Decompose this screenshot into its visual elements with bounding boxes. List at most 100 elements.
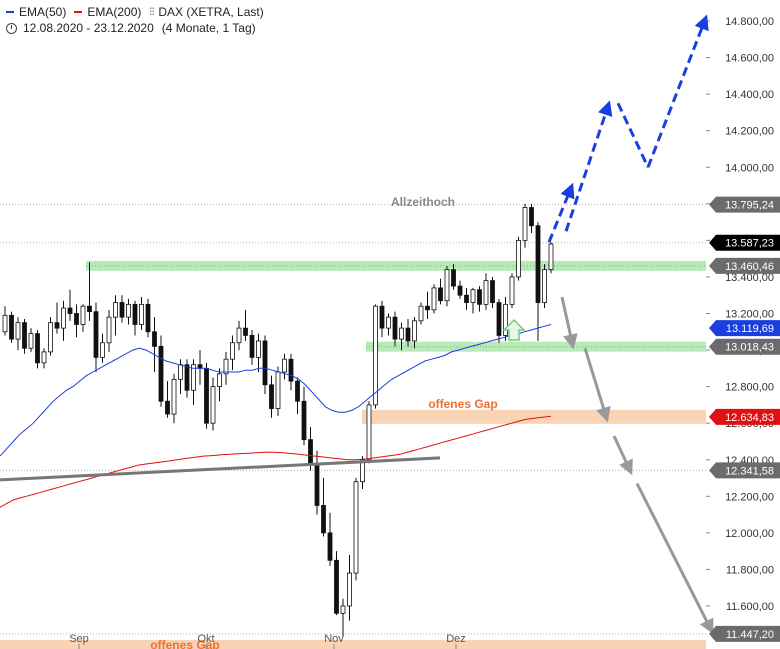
candle-body: [152, 331, 157, 347]
candle-body: [470, 289, 476, 303]
candle-body: [503, 303, 508, 336]
ema200-swatch: [74, 11, 83, 13]
candle-body: [249, 335, 255, 358]
price-badge-shape: [709, 320, 780, 337]
legend-row-indicators: EMA(50) EMA(200) ⫶⫶ DAX (XETRA, Last): [6, 4, 264, 20]
bullish-scenario-arrow: [616, 102, 650, 168]
open-gap-label-bottom: offenes Gap: [150, 638, 219, 649]
candle-body: [15, 322, 21, 340]
candle-body: [457, 285, 463, 296]
candle-body: [223, 358, 229, 375]
ema200-line: [0, 415, 552, 508]
x-tick-label: Nov: [324, 633, 344, 645]
period-label: (4 Monate, 1 Tag): [161, 21, 256, 35]
y-tick-label: 14.200,00: [725, 126, 774, 138]
y-tick-label: 14.000,00: [725, 162, 774, 174]
price-badge-label: 13.587,23: [725, 238, 774, 250]
candle-body: [477, 289, 482, 305]
candle-body: [301, 400, 307, 441]
candle-body: [275, 371, 281, 409]
candle-body: [74, 313, 79, 325]
candle-body: [158, 346, 164, 402]
candle-body: [256, 340, 261, 358]
candle-body: [288, 358, 294, 382]
candle-body: [535, 225, 541, 303]
price-badge-shape: [709, 196, 780, 213]
legend-row-range: 12.08.2020 - 23.12.2020 (4 Monate, 1 Tag…: [6, 20, 264, 36]
price-badge: 13.119,69: [709, 320, 780, 337]
price-badge: 11.447,20: [709, 625, 780, 642]
price-badge: 12.341,58: [709, 462, 780, 479]
candle-body: [308, 439, 313, 464]
candle-body: [87, 305, 92, 313]
x-tick-label: Dez: [446, 633, 466, 645]
price-badge-label: 12.634,83: [725, 412, 774, 424]
candle-body: [360, 459, 365, 483]
candle-body: [327, 532, 333, 561]
y-tick-label: 14.400,00: [725, 89, 774, 101]
candle-body: [132, 303, 138, 325]
candle-body: [171, 378, 177, 415]
candle-body: [496, 302, 502, 336]
ema50-swatch: [6, 11, 14, 13]
price-badge: 13.587,23: [709, 234, 780, 251]
candle-body: [509, 276, 515, 305]
candle-body: [204, 367, 209, 424]
candle-body: [451, 269, 456, 287]
support-trendline: [0, 456, 441, 482]
candle-body: [522, 207, 528, 241]
chart-legend: EMA(50) EMA(200) ⫶⫶ DAX (XETRA, Last) 12…: [6, 4, 264, 36]
y-tick-label: 12.000,00: [725, 528, 774, 540]
candle-body: [230, 342, 235, 360]
candle-body: [334, 559, 339, 614]
candle-body: [431, 287, 437, 311]
candle-body: [321, 505, 326, 534]
candle-body: [353, 481, 359, 574]
candle-body: [106, 316, 112, 344]
candle-body: [61, 307, 66, 329]
price-badge-shape: [709, 234, 780, 251]
candle-body: [93, 311, 99, 358]
candle-body: [366, 404, 372, 461]
candle-body: [399, 327, 404, 340]
price-badge-label: 12.341,58: [725, 465, 774, 477]
candle-body: [464, 294, 469, 303]
candle-body: [119, 302, 125, 318]
price-badge-label: 11.447,20: [726, 629, 774, 641]
instrument-label: DAX (XETRA, Last): [158, 5, 264, 19]
price-badge-shape: [709, 257, 780, 274]
candle-body: [100, 342, 105, 358]
candle-body: [438, 287, 443, 302]
price-badge-shape: [709, 625, 780, 642]
candle-body: [197, 364, 203, 369]
candle-body: [282, 358, 287, 373]
candle-body: [145, 303, 151, 333]
y-axis: 11.600,0011.800,0012.000,0012.200,0012.4…: [706, 16, 774, 613]
clock-icon: [6, 22, 17, 34]
candle-body: [347, 572, 352, 607]
candle-body: [165, 400, 170, 415]
candle-body: [542, 269, 547, 303]
all-time-high-label: Allzeithoch: [391, 195, 455, 209]
candle-body: [28, 333, 34, 349]
price-badge-label: 13.119,69: [726, 323, 774, 335]
candlestick-icon: ⫶⫶: [149, 6, 155, 18]
candle-body: [126, 303, 131, 318]
ema50-line: [0, 324, 552, 457]
candle-body: [54, 322, 60, 329]
candle-body: [2, 314, 8, 333]
support-zone-4: [366, 341, 706, 352]
candle-body: [490, 280, 495, 303]
candle-body: [314, 463, 320, 506]
candle-body: [243, 327, 248, 336]
x-tick-label: Okt: [197, 633, 214, 645]
candle-body: [295, 380, 300, 402]
ema50-legend-label: EMA(50): [19, 5, 67, 19]
candle-body: [386, 316, 391, 329]
price-badge: 13.460,46: [709, 257, 780, 274]
bounce-up-arrow: [502, 318, 526, 341]
candle-body: [483, 280, 489, 305]
bearish-scenario-arrow: [612, 435, 633, 476]
price-badge-label: 13.795,24: [725, 200, 774, 212]
